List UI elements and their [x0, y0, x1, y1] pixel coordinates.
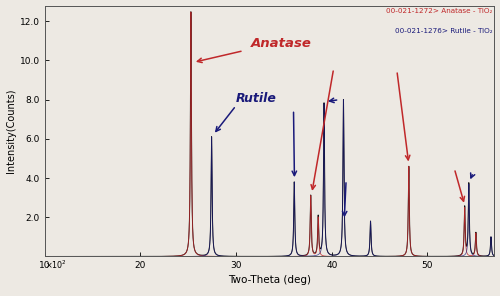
Text: $\times10^2$: $\times10^2$: [44, 259, 66, 271]
X-axis label: Two-Theta (deg): Two-Theta (deg): [228, 274, 311, 284]
Text: 00-021-1272> Anatase - TiO₂: 00-021-1272> Anatase - TiO₂: [386, 8, 492, 14]
Text: Anatase: Anatase: [250, 37, 312, 50]
Text: 00-021-1276> Rutile - TiO₂: 00-021-1276> Rutile - TiO₂: [394, 28, 492, 34]
Text: Rutile: Rutile: [236, 92, 277, 104]
Y-axis label: Intensity(Counts): Intensity(Counts): [6, 89, 16, 173]
